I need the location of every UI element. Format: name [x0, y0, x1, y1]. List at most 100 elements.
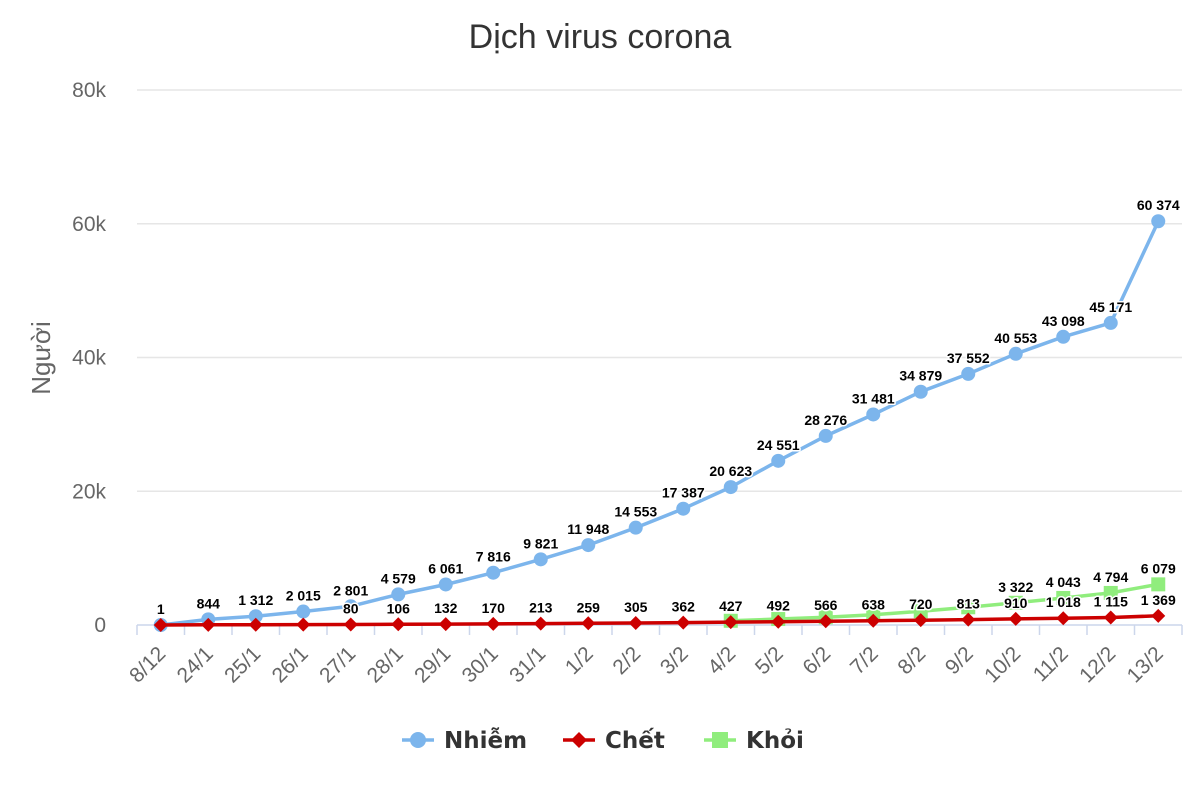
- data-label: 17 387: [662, 485, 705, 501]
- data-point: [628, 520, 643, 535]
- data-label: 910: [1004, 595, 1028, 611]
- data-label: 1 115: [1094, 594, 1128, 610]
- data-label: 2 801: [333, 582, 368, 598]
- series-line-2: [729, 582, 1161, 623]
- data-label: 20 623: [709, 463, 752, 479]
- data-point: [581, 538, 596, 553]
- data-point: [1008, 595, 1023, 610]
- data-label: 720: [909, 596, 933, 612]
- x-tick-label: 27/1: [315, 642, 360, 687]
- data-label: 9 821: [523, 535, 558, 551]
- legend-label: Khỏi: [746, 728, 804, 754]
- data-point: [533, 616, 548, 631]
- data-point: [818, 614, 833, 629]
- data-point: [581, 616, 596, 631]
- data-point: [533, 552, 548, 567]
- data-point: [1008, 346, 1023, 361]
- legend-marker: [712, 732, 728, 748]
- data-point: [1103, 610, 1118, 625]
- y-tick-label: 40k: [72, 347, 106, 370]
- data-point: [1103, 585, 1118, 600]
- data-point: [1103, 315, 1118, 330]
- data-label: 6 061: [428, 560, 463, 576]
- data-point: [866, 613, 881, 628]
- data-point: [343, 617, 358, 632]
- data-point: [153, 618, 168, 632]
- data-point: [248, 617, 263, 632]
- x-tick-label: 25/1: [220, 642, 265, 687]
- data-label: 37 552: [947, 350, 990, 366]
- data-point: [1056, 329, 1071, 344]
- data-point: [438, 577, 453, 592]
- data-label: 43 098: [1042, 313, 1085, 329]
- grid-layer: [137, 89, 1182, 492]
- data-point: [1151, 608, 1166, 623]
- series-layer: [153, 214, 1166, 632]
- data-label: 1 369: [1141, 592, 1176, 608]
- legend-item-1: Chết: [563, 727, 665, 754]
- data-point: [296, 604, 311, 619]
- data-label: 11 948: [567, 521, 609, 537]
- x-tick-label: 13/2: [1123, 642, 1168, 687]
- legend-label: Nhiễm: [444, 727, 527, 754]
- data-point: [771, 453, 786, 468]
- data-point: [723, 615, 738, 630]
- data-label: 34 879: [899, 368, 942, 384]
- series-line-1: [159, 614, 1161, 627]
- x-tick-label: 30/1: [458, 642, 503, 687]
- x-tick-label: 9/2: [941, 642, 978, 679]
- data-label: 1: [157, 601, 165, 617]
- data-label-layer: 1 844 1 312 2 015 2 801 4 579 6 061 7 816 9 821 1…: [155, 196, 1181, 619]
- y-tick-label: 20k: [72, 480, 106, 503]
- data-label: 60 374: [1137, 197, 1180, 213]
- data-point: [1008, 611, 1023, 626]
- data-label: 492: [767, 598, 791, 614]
- data-point: [391, 617, 406, 632]
- data-label: 1 018: [1046, 594, 1081, 610]
- x-tick-label: 2/2: [608, 642, 645, 679]
- x-tick-label: 26/1: [268, 642, 313, 687]
- data-point: [1151, 577, 1166, 592]
- data-point: [961, 600, 976, 615]
- data-point: [628, 615, 643, 630]
- data-point: [961, 612, 976, 627]
- data-label: 6 079: [1141, 560, 1176, 576]
- data-label: 170: [482, 600, 506, 616]
- data-label: 305: [624, 599, 648, 615]
- x-tick-label: 4/2: [703, 642, 740, 679]
- data-label: 132: [434, 600, 458, 616]
- legend: Nhiễm Chết Khỏi: [402, 727, 804, 754]
- data-point: [201, 617, 216, 632]
- data-label: 80: [343, 600, 359, 616]
- x-tick-label: 24/1: [173, 642, 218, 687]
- data-label: 4 043: [1046, 574, 1081, 590]
- data-label: 213: [529, 600, 553, 616]
- data-label: 1 312: [238, 592, 273, 608]
- x-tick-label: 28/1: [363, 642, 408, 687]
- data-point: [723, 480, 738, 495]
- data-point: [818, 428, 833, 443]
- data-point: [866, 407, 881, 422]
- data-label: 14 553: [614, 504, 657, 520]
- series-line-0: [159, 219, 1161, 627]
- y-tick-label: 60k: [72, 213, 106, 236]
- data-label: 259: [577, 599, 601, 615]
- x-tick-label: 10/2: [980, 642, 1025, 687]
- y-tick-label: 80k: [72, 79, 106, 102]
- y-axis-label: Người: [26, 321, 56, 394]
- data-point: [391, 587, 406, 602]
- data-label: 4 794: [1093, 569, 1128, 585]
- x-tick-label: 11/2: [1029, 642, 1073, 686]
- x-tick-label: 29/1: [410, 642, 455, 687]
- x-tick-label: 3/2: [656, 642, 693, 679]
- data-point: [438, 617, 453, 632]
- data-point: [296, 617, 311, 632]
- data-label: 28 276: [804, 412, 847, 428]
- y-tick-label: 0: [94, 614, 106, 637]
- x-tick-label: 8/2: [893, 642, 930, 679]
- data-point: [961, 366, 976, 381]
- data-point: [676, 501, 691, 516]
- legend-item-2: Khỏi: [704, 728, 804, 754]
